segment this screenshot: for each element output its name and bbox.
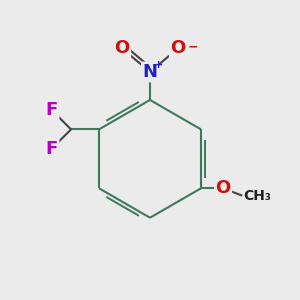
Text: N: N bbox=[142, 63, 158, 81]
Text: O: O bbox=[215, 179, 231, 197]
Text: F: F bbox=[46, 101, 58, 119]
Text: O: O bbox=[170, 39, 186, 57]
Text: +: + bbox=[154, 60, 163, 70]
Text: −: − bbox=[188, 40, 198, 53]
Text: O: O bbox=[114, 39, 130, 57]
Text: CH₃: CH₃ bbox=[244, 189, 272, 202]
Text: F: F bbox=[46, 140, 58, 158]
